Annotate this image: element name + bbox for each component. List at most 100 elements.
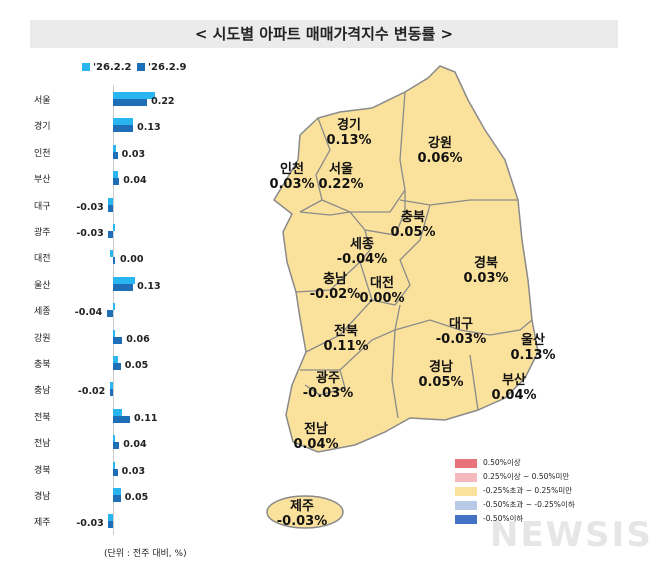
legend-swatch [455,486,477,496]
data-label: 0.04 [123,175,147,187]
category-label: 전남 [34,439,51,450]
region-value: 0.13% [326,133,372,148]
region-value: 0.11% [323,339,369,354]
category-label: 세종 [34,307,51,318]
map-legend-item: 0.25%이상 ~ 0.50%미만 [455,471,569,482]
bar-curr [109,389,113,397]
region-label: 부산 0.04% [479,373,549,403]
region-name: 울산 [521,333,545,348]
data-label: -0.03 [76,228,104,239]
category-label: 인천 [34,148,51,159]
region-label: 충남 -0.02% [300,272,370,302]
region-name: 충남 [323,272,347,287]
region-name: 제주 [290,499,314,514]
region-label: 제주 -0.03% [267,499,337,529]
legend-label: -0.25%초과 ~ 0.25%미만 [483,486,573,495]
region-name: 대전 [370,276,394,291]
data-label: 0.03 [121,148,146,160]
bar-curr [108,521,113,529]
region-value: 0.13% [510,348,556,363]
data-label: 0.00 [120,254,144,266]
region-value: 0.03% [269,177,315,192]
legend-label: -0.50%초과 ~ -0.25%이하 [483,500,575,509]
bar-curr [108,204,113,212]
category-label: 광주 [34,228,51,238]
bar-curr [113,283,134,291]
legend-swatch [455,514,477,524]
category-label: 대전 [34,254,51,265]
region-label: 울산 0.13% [498,333,568,363]
region-label: 전북 0.11% [311,324,381,354]
region-label: 세종 -0.04% [327,237,397,267]
category-label: 대구 [34,201,51,212]
region-value: 0.06% [417,151,463,166]
legend-swatch [455,500,477,510]
region-value: -0.03% [276,514,328,529]
bar-curr [106,310,113,318]
region-value: -0.04% [336,252,388,267]
category-label: 서울 [34,96,51,106]
region-name: 전북 [334,324,358,339]
category-label: 충남 [34,386,51,397]
legend-label: 0.50%이상 [483,458,521,467]
region-value: 0.05% [418,375,464,390]
data-label: 0.04 [123,439,147,451]
region-label: 광주 -0.03% [293,371,363,401]
legend-swatch-prev [82,63,90,71]
region-value: -0.03% [435,332,487,347]
region-label: 전남 0.04% [281,422,351,452]
category-label: 전북 [34,412,51,423]
region-value: 0.05% [390,225,436,240]
legend-label: -0.50%이하 [483,514,524,523]
data-label: 0.03 [121,465,146,477]
region-name: 광주 [316,371,340,386]
bar-prev [108,197,113,205]
bar-prev [113,224,115,231]
category-label: 제주 [34,518,51,529]
data-label: 0.06 [126,333,150,345]
bar-prev [113,461,115,469]
data-label: 0.13 [137,280,161,292]
bar-curr [113,151,118,159]
bar-prev [109,382,113,390]
legend-swatch [455,472,477,482]
region-name: 경북 [474,256,498,271]
data-label: 0.05 [124,360,149,371]
category-label: 경기 [34,122,51,133]
bar-prev [113,435,115,443]
region-value: -0.02% [309,287,361,302]
region-name: 경기 [337,118,361,133]
bar-curr [113,468,118,476]
data-label: 0.11 [134,412,158,424]
data-label: 0.13 [137,122,161,134]
legend-label-prev: '26.2.2 [93,62,132,73]
bar-prev [113,303,115,311]
bar-prev [113,144,117,152]
page-title: < 시도별 아파트 매매가격지수 변동률 > [30,20,618,48]
region-label: 경기 0.13% [314,118,384,148]
bar-prev [113,329,115,337]
bar-curr [113,99,148,106]
map-legend-item: 0.50%이상 [455,457,521,468]
region-value: 0.04% [293,437,339,452]
map-legend-item: -0.25%초과 ~ 0.25%미만 [455,485,572,496]
region-value: 0.04% [491,388,537,403]
bar-prev [113,276,135,284]
region-label: 인천 0.03% [257,162,327,192]
region-name: 충북 [401,210,425,225]
region-value: 0.03% [463,271,509,286]
region-label: 경남 0.05% [406,360,476,390]
bar-curr [113,363,121,370]
region-value: -0.03% [302,386,354,401]
bar-curr [113,125,134,133]
bar-prev [109,250,113,258]
data-label: 0.22 [151,96,175,107]
bar-curr [113,442,120,450]
bar-curr [113,257,115,265]
map-legend-item: -0.50%초과 ~ -0.25%이하 [455,499,575,510]
region-label: 서울 0.22% [306,162,376,192]
region-label: 충북 0.05% [378,210,448,240]
jeju-shape [266,495,344,529]
